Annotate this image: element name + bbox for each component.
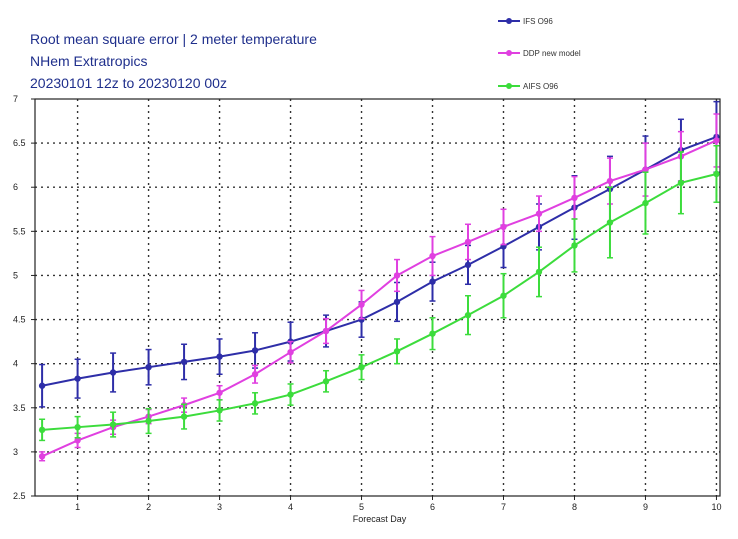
- series-aifs-o96: [38, 145, 720, 442]
- legend-marker: [506, 50, 512, 56]
- data-point: [145, 417, 152, 425]
- series-line: [41, 135, 717, 387]
- data-point: [713, 170, 720, 178]
- x-tick-label: 10: [711, 502, 721, 512]
- data-point: [393, 272, 401, 279]
- legend-marker: [506, 83, 512, 89]
- legend-marker: [506, 18, 512, 24]
- data-point: [571, 194, 578, 202]
- chart-title-line-2: NHem Extratropics: [30, 53, 147, 69]
- legend-item: AIFS O96: [498, 82, 559, 91]
- y-tick-label: 6.5: [13, 138, 26, 148]
- x-tick-label: 7: [501, 502, 506, 512]
- y-tick-label: 4.5: [13, 315, 26, 325]
- data-point: [642, 199, 649, 207]
- data-point: [606, 177, 614, 185]
- data-point: [642, 166, 649, 173]
- series-ddp-new-model: [38, 113, 720, 462]
- x-tick-label: 8: [572, 502, 577, 512]
- legend-label: DDP new model: [523, 49, 581, 58]
- x-tick-label: 1: [75, 502, 80, 512]
- data-point: [322, 327, 330, 335]
- chart-title-line-3: 20230101 12z to 20230120 00z: [30, 75, 227, 91]
- data-point: [287, 391, 294, 398]
- y-tick-label: 3.5: [13, 403, 26, 413]
- x-tick-label: 5: [359, 502, 364, 512]
- data-point: [429, 278, 436, 285]
- legend-item: DDP new model: [498, 49, 581, 58]
- data-point: [216, 353, 223, 360]
- data-point: [287, 348, 294, 356]
- data-point: [216, 407, 223, 414]
- x-tick-label: 2: [146, 502, 151, 512]
- y-tick-label: 7: [13, 94, 18, 104]
- y-tick-label: 3: [13, 447, 18, 457]
- y-tick-label: 2.5: [13, 491, 26, 501]
- data-point: [464, 261, 472, 269]
- data-point: [713, 137, 720, 144]
- x-axis-title: Forecast Day: [353, 514, 407, 524]
- series-line: [42, 173, 717, 431]
- data-point: [38, 453, 46, 460]
- x-tick-label: 9: [643, 502, 648, 512]
- legend-item: IFS O96: [498, 17, 553, 26]
- data-point: [251, 347, 259, 354]
- data-point: [109, 369, 117, 376]
- data-point: [145, 363, 152, 371]
- series: [38, 100, 720, 462]
- data-point: [358, 301, 365, 308]
- data-point: [429, 330, 436, 337]
- data-point: [393, 298, 401, 306]
- legend-label: AIFS O96: [523, 82, 559, 91]
- data-point: [358, 363, 365, 371]
- data-point: [74, 423, 81, 431]
- chart-title: Root mean square error | 2 meter tempera…: [30, 31, 317, 91]
- data-point: [38, 382, 46, 389]
- data-point: [180, 358, 188, 366]
- legend: IFS O96 DDP new model AIFS O96: [498, 17, 581, 91]
- data-point: [216, 389, 223, 396]
- x-tick-label: 6: [430, 502, 435, 512]
- data-point: [251, 371, 259, 378]
- data-point: [571, 242, 578, 249]
- data-point: [464, 311, 472, 319]
- data-point: [677, 179, 685, 187]
- data-point: [464, 238, 472, 246]
- data-point: [109, 421, 117, 428]
- grid: [35, 99, 720, 496]
- data-point: [251, 400, 259, 407]
- data-point: [535, 210, 543, 217]
- x-tick-label: 3: [217, 502, 222, 512]
- data-point: [606, 219, 614, 226]
- chart-title-line-1: Root mean square error | 2 meter tempera…: [30, 31, 317, 47]
- y-tick-label: 6: [13, 182, 18, 192]
- series-ifs-o96: [38, 100, 720, 408]
- data-point: [74, 437, 81, 444]
- data-point: [500, 223, 507, 231]
- data-point: [429, 252, 436, 260]
- x-tick-label: 4: [288, 502, 293, 512]
- data-point: [500, 292, 507, 299]
- plot-frame: [34, 98, 721, 497]
- data-point: [535, 268, 543, 276]
- legend-label: IFS O96: [523, 17, 553, 26]
- data-point: [393, 348, 401, 355]
- y-tick-label: 5.5: [13, 226, 26, 236]
- axes: 1 2 3 4 5 6 7 8 9 10 2.5 3 3.5 4 4.5 5 5.5 6 6.5 7: [13, 94, 721, 512]
- y-tick-label: 4: [13, 359, 18, 369]
- data-point: [74, 375, 81, 382]
- data-point: [322, 378, 330, 385]
- data-point: [180, 413, 188, 420]
- data-point: [38, 426, 46, 434]
- series-line: [41, 139, 717, 458]
- y-tick-label: 5: [13, 270, 18, 280]
